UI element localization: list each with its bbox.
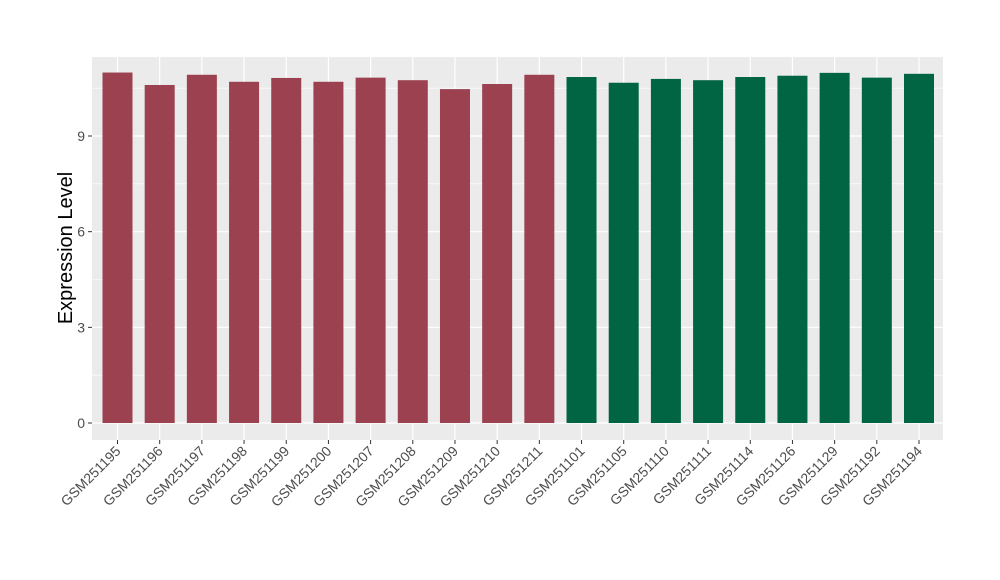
bar-GSM251194 <box>904 73 934 424</box>
bar-GSM251192 <box>861 77 892 423</box>
y-axis: 0 3 6 9 <box>77 128 92 431</box>
bar-GSM251110 <box>650 78 681 424</box>
bar-GSM251199 <box>271 77 302 423</box>
bar-GSM251129 <box>819 72 850 424</box>
bar-GSM251114 <box>735 77 766 423</box>
bar-GSM251105 <box>608 82 639 424</box>
x-axis: GSM251195GSM251196GSM251197GSM251198GSM2… <box>57 440 925 510</box>
plot-panel <box>92 57 943 440</box>
y-tick-label: 9 <box>77 128 85 144</box>
y-tick-label: 3 <box>77 319 85 335</box>
y-axis-title: Expression Level <box>55 172 77 324</box>
bar-GSM251211 <box>524 74 555 424</box>
bar-GSM251101 <box>566 77 597 423</box>
bar-GSM251196 <box>144 84 175 423</box>
bar-GSM251111 <box>693 80 724 423</box>
bars <box>102 72 934 424</box>
y-tick-label: 6 <box>77 224 85 240</box>
bar-GSM251195 <box>102 72 133 424</box>
bar-GSM251208 <box>397 80 428 423</box>
bar-GSM251198 <box>229 81 260 424</box>
bar-GSM251197 <box>186 74 217 424</box>
y-tick-label: 0 <box>77 415 85 431</box>
bar-GSM251209 <box>439 89 470 423</box>
bar-GSM251210 <box>482 84 513 423</box>
bar-GSM251126 <box>777 75 808 423</box>
bar-GSM251207 <box>355 77 386 423</box>
bar-GSM251200 <box>313 81 344 424</box>
